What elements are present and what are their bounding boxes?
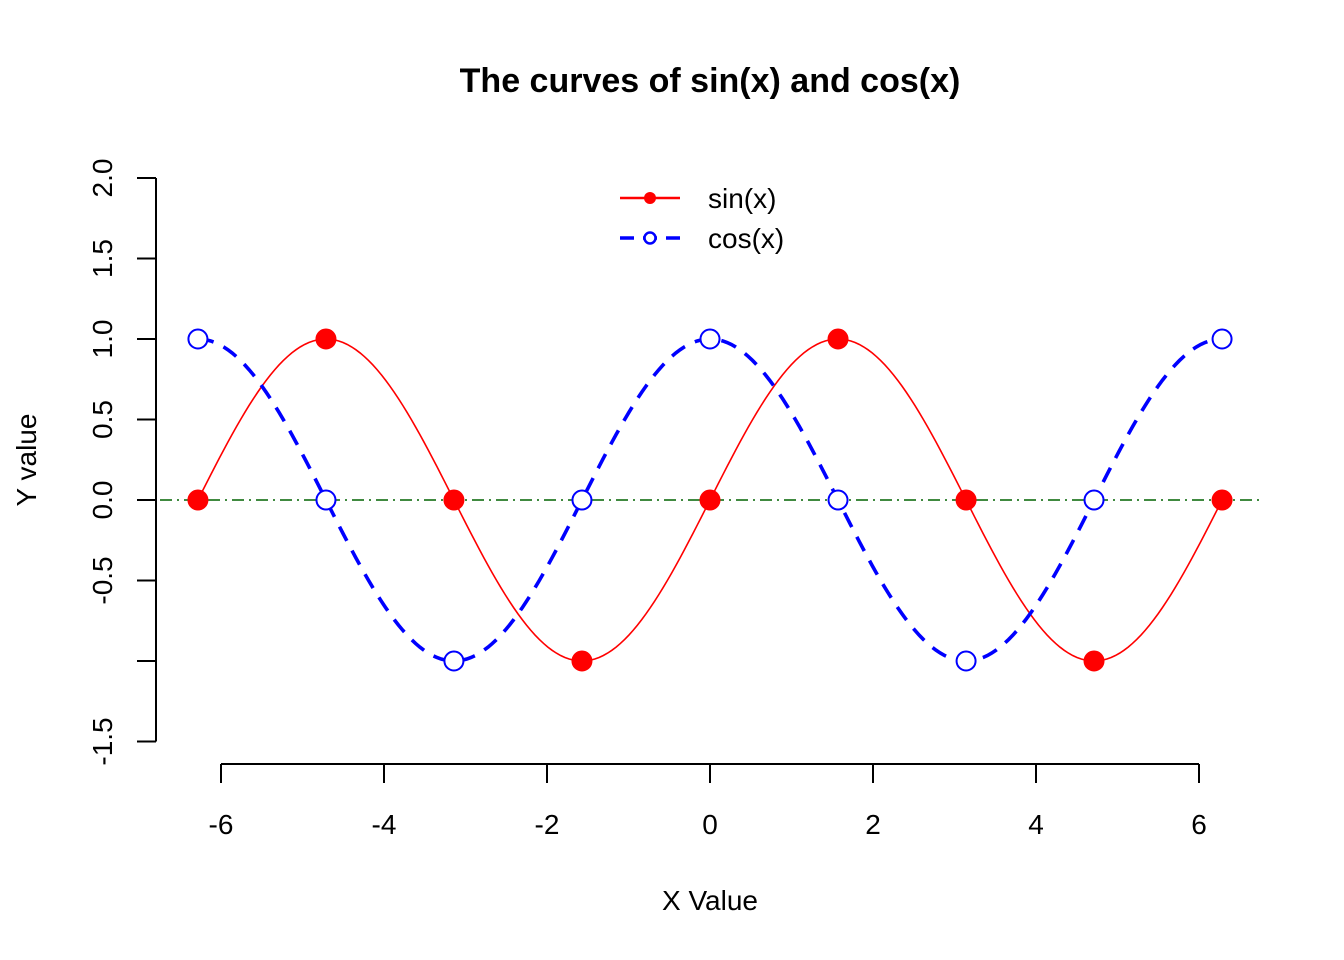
chart-title: The curves of sin(x) and cos(x) — [460, 62, 961, 100]
sin-point — [187, 489, 209, 511]
y-tick-label: 0.0 — [87, 481, 118, 520]
cos-point — [187, 328, 209, 350]
sin-point — [571, 650, 593, 672]
sin-point — [315, 328, 337, 350]
cos-point — [1211, 328, 1233, 350]
x-tick-label: 4 — [1028, 809, 1044, 840]
y-tick-label: 1.5 — [87, 239, 118, 278]
sin-point — [1211, 489, 1233, 511]
y-axis-label: Y value — [11, 414, 42, 507]
x-tick-label: -2 — [535, 809, 560, 840]
sin-point — [827, 328, 849, 350]
y-axis: -1.5 -0.5 0.0 0.5 1.0 1.5 2.0 — [87, 159, 157, 766]
cos-point — [315, 489, 337, 511]
x-tick-label: 6 — [1191, 809, 1207, 840]
x-tick-label: 2 — [865, 809, 881, 840]
legend-label-cos: cos(x) — [708, 223, 784, 254]
cos-point — [699, 328, 721, 350]
x-tick-label: -4 — [372, 809, 397, 840]
y-tick-label: 2.0 — [87, 159, 118, 198]
sin-point — [443, 489, 465, 511]
sin-point — [955, 489, 977, 511]
cos-point — [571, 489, 593, 511]
cos-point — [443, 650, 465, 672]
sin-point — [699, 489, 721, 511]
legend: sin(x) cos(x) — [620, 183, 784, 254]
legend-marker-sin — [644, 192, 656, 204]
x-axis: -6 -4 -2 0 2 4 6 — [209, 763, 1207, 840]
x-axis-label: X Value — [662, 885, 758, 916]
sin-point — [1083, 650, 1105, 672]
cos-point — [955, 650, 977, 672]
y-tick-label: -0.5 — [87, 556, 118, 604]
x-tick-label: -6 — [209, 809, 234, 840]
cos-point — [1083, 489, 1105, 511]
y-tick-label: 0.5 — [87, 400, 118, 439]
y-tick-label: 1.0 — [87, 320, 118, 359]
plot-area — [160, 328, 1262, 672]
legend-label-sin: sin(x) — [708, 183, 776, 214]
x-tick-label: 0 — [702, 809, 718, 840]
cos-point — [827, 489, 849, 511]
y-tick-label: -1.5 — [87, 717, 118, 765]
legend-marker-cos — [643, 231, 657, 245]
